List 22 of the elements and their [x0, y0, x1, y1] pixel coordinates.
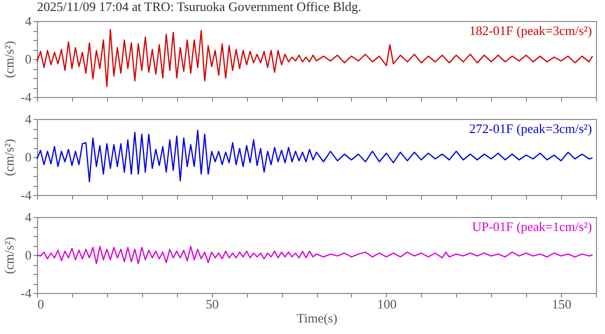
chart-title: 2025/11/09 17:04 at TRO: Tsuruoka Government Office Bldg. [37, 0, 362, 14]
y-tick-label: 0 [25, 150, 32, 164]
x-axis-title: Time(s) [296, 310, 338, 326]
y-tick-label: -4 [20, 90, 32, 104]
y-tick-label: 4 [25, 112, 32, 126]
y-tick-label: 4 [25, 210, 32, 224]
line-series [36, 246, 594, 264]
x-tick-label: 50 [206, 296, 219, 312]
x-tick-label: 0 [38, 296, 44, 312]
y-axis-title: (cm/s²) [2, 138, 17, 176]
y-tick-label: -4 [20, 286, 32, 300]
series-label: 272-01F (peak=3cm/s²) [469, 121, 592, 136]
y-tick-label: -4 [20, 188, 32, 202]
y-tick-label: 0 [25, 52, 32, 66]
series-label: UP-01F (peak=1cm/s²) [472, 219, 592, 234]
y-tick-label: 4 [25, 14, 32, 28]
x-tick-label: 150 [552, 296, 572, 312]
y-axis-title: (cm/s²) [2, 40, 17, 78]
y-axis-title: (cm/s²) [2, 236, 17, 274]
x-tick-label: 100 [377, 296, 397, 312]
series-label: 182-01F (peak=3cm/s²) [469, 23, 592, 38]
y-tick-label: 0 [25, 248, 32, 262]
